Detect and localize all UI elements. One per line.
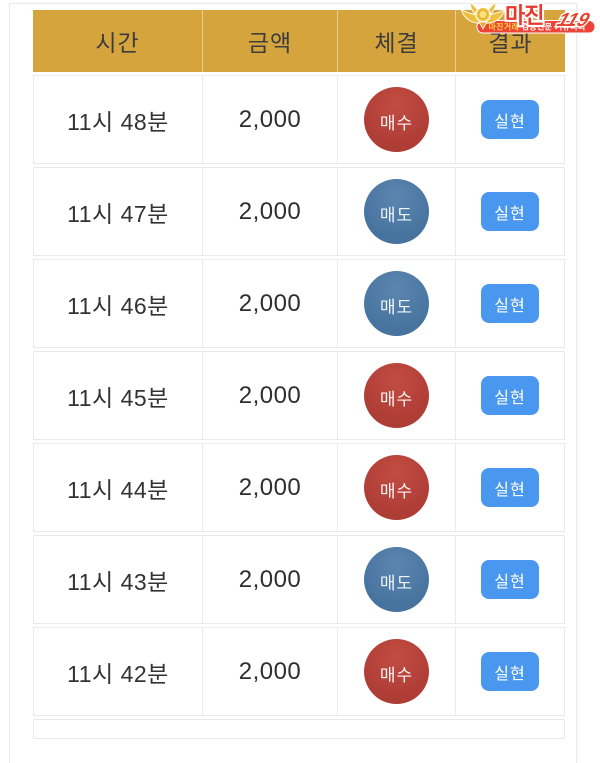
side-badge-sell: 매도 [364,547,429,612]
result-cell: 실현 [455,628,564,715]
side-badge-sell: 매도 [364,179,429,244]
trade-history-page: { "logo": { "emblem_icon": "eagle-emblem… [9,1,596,763]
amount-cell: 2,000 [202,536,337,623]
result-cell: 실현 [455,444,564,531]
time-cell: 11시 48분 [67,108,169,135]
result-cell: 실현 [455,536,564,623]
eagle-emblem-icon [460,1,506,30]
amount-cell: 2,000 [202,628,337,715]
tagline-banner: 마진거래 검증전문 커뮤니티 [476,20,596,34]
header-time: 시간 [95,30,140,56]
table-row-partial [33,719,565,739]
amount-cell: 2,000 [202,260,337,347]
amount-cell: 2,000 [202,76,337,163]
table-row-3: 11시 45분 2,000 매수 실현 [33,351,565,440]
header-side: 체결 [337,10,455,72]
table-row-5: 11시 43분 2,000 매도 실현 [33,535,565,624]
side-badge-sell: 매도 [364,271,429,336]
result-cell: 실현 [455,260,564,347]
result-button[interactable]: 실현 [481,560,539,599]
result-cell: 실현 [455,168,564,255]
brand-logo: 마진거래 검증전문 커뮤니티 마진 119 [460,1,596,34]
content-card: 시간 금액 체결 결과 11시 48분 2,000 매수 실현 11시 47분 … [9,3,577,763]
side-cell: 매도 [337,536,455,623]
side-cell: 매수 [337,628,455,715]
svg-text:마진거래 검증전문 커뮤니티: 마진거래 검증전문 커뮤니티 [489,22,586,32]
result-button[interactable]: 실현 [481,468,539,507]
time-cell: 11시 43분 [67,568,169,595]
result-button[interactable]: 실현 [481,284,539,323]
header-result: 결과 [455,10,565,72]
amount-cell: 2,000 [202,352,337,439]
side-cell: 매수 [337,352,455,439]
brand-title: 마진 [505,3,543,28]
result-button[interactable]: 실현 [481,652,539,691]
side-cell: 매도 [337,260,455,347]
result-cell: 실현 [455,76,564,163]
side-badge-buy: 매수 [364,455,429,520]
time-cell: 11시 42분 [67,660,169,687]
table-row-6: 11시 42분 2,000 매수 실현 [33,627,565,716]
result-cell: 실현 [455,352,564,439]
time-cell: 11시 44분 [67,476,169,503]
time-cell: 11시 47분 [67,200,169,227]
amount-cell: 2,000 [202,444,337,531]
side-cell: 매수 [337,444,455,531]
amount-cell: 2,000 [202,168,337,255]
side-badge-buy: 매수 [364,639,429,704]
trade-history-table: 시간 금액 체결 결과 11시 48분 2,000 매수 실현 11시 47분 … [33,10,565,739]
time-cell: 11시 46분 [67,292,169,319]
header-amount: 금액 [202,10,337,72]
table-row-0: 11시 48분 2,000 매수 실현 [33,75,565,164]
table-row-1: 11시 47분 2,000 매도 실현 [33,167,565,256]
table-body: 11시 48분 2,000 매수 실현 11시 47분 2,000 매도 실현 … [33,75,565,716]
result-button[interactable]: 실현 [481,192,539,231]
table-row-4: 11시 44분 2,000 매수 실현 [33,443,565,532]
result-button[interactable]: 실현 [481,376,539,415]
side-cell: 매수 [337,76,455,163]
side-cell: 매도 [337,168,455,255]
side-badge-buy: 매수 [364,87,429,152]
side-badge-buy: 매수 [364,363,429,428]
time-cell: 11시 45분 [67,384,169,411]
table-row-2: 11시 46분 2,000 매도 실현 [33,259,565,348]
result-button[interactable]: 실현 [481,100,539,139]
